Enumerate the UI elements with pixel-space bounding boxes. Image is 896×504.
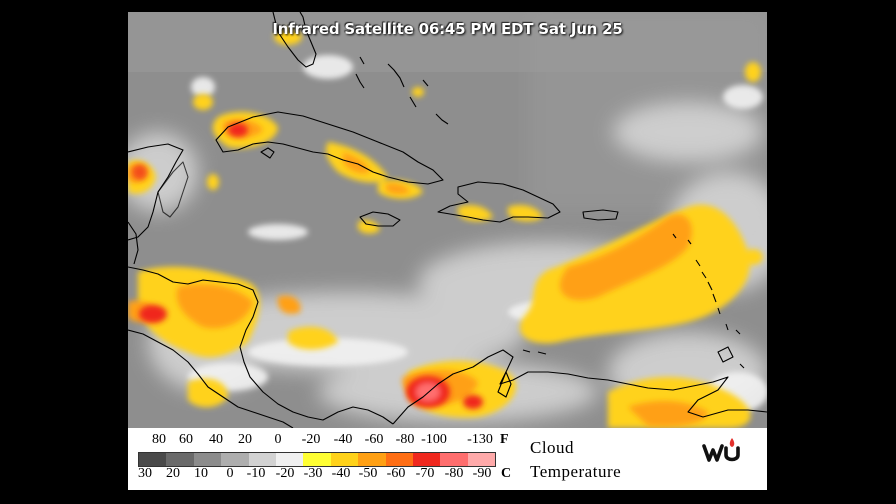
fahrenheit-tick-label: 80 xyxy=(152,432,166,447)
colorbar-swatch xyxy=(139,453,167,466)
legend-panel: 80 60 40 20 0 -20 -40 -60 -80 -100 -130 F 30 20 10 0-… xyxy=(128,428,767,490)
colorbar-swatch xyxy=(412,453,441,466)
fahrenheit-tick-label: 0 xyxy=(274,432,282,447)
fahrenheit-tick-label: -40 xyxy=(333,432,353,447)
celsius-tick-label: -80 xyxy=(444,466,464,481)
colorbar-swatch xyxy=(440,453,468,466)
colorbar-swatch xyxy=(248,453,276,466)
celsius-tick-label: -60 xyxy=(386,466,406,481)
coastlines xyxy=(128,12,767,428)
colorbar-swatch xyxy=(330,453,359,466)
satellite-map xyxy=(128,12,767,428)
colorbar-swatch xyxy=(166,453,194,466)
celsius-tick-label: 30 xyxy=(138,466,152,481)
fahrenheit-tick-label: -130 xyxy=(467,432,493,447)
celsius-tick-label: -70 xyxy=(415,466,435,481)
fahrenheit-tick-label: -20 xyxy=(301,432,321,447)
celsius-tick-label: -90 xyxy=(472,466,492,481)
celsius-tick-label: -50 xyxy=(358,466,378,481)
satellite-panel: Infrared Satellite 06:45 PM EDT Sat Jun … xyxy=(128,12,767,490)
colorbar-swatch xyxy=(221,453,249,466)
celsius-tick-label: -20 xyxy=(275,466,295,481)
fahrenheit-tick-label: 20 xyxy=(238,432,252,447)
fahrenheit-unit: F xyxy=(500,432,509,447)
map-title: Infrared Satellite 06:45 PM EDT Sat Jun … xyxy=(272,20,623,38)
fahrenheit-tick-label: 40 xyxy=(209,432,223,447)
wu-logo-icon xyxy=(702,438,740,462)
colorbar-swatch xyxy=(275,453,304,466)
celsius-unit: C xyxy=(501,466,512,481)
celsius-tick-label: 10 xyxy=(194,466,208,481)
celsius-tick-label: -10 xyxy=(246,466,266,481)
fahrenheit-tick-label: -80 xyxy=(395,432,415,447)
legend-label-line1: Cloud xyxy=(530,438,575,457)
colorbar-swatch xyxy=(303,453,331,466)
temperature-colorbar xyxy=(138,452,496,467)
legend-label-line2: Temperature xyxy=(530,462,622,481)
celsius-tick-label: 20 xyxy=(166,466,180,481)
fahrenheit-tick-label: 60 xyxy=(179,432,193,447)
colorbar-swatch xyxy=(385,453,413,466)
fahrenheit-tick-label: -100 xyxy=(421,432,447,447)
fahrenheit-tick-label: -60 xyxy=(364,432,384,447)
colorbar-swatch xyxy=(358,453,386,466)
colorbar-swatch xyxy=(193,453,222,466)
celsius-tick-label: -40 xyxy=(331,466,351,481)
colorbar-swatch xyxy=(467,453,496,466)
celsius-tick-label: -30 xyxy=(303,466,323,481)
celsius-tick-label: 0 xyxy=(226,466,234,481)
